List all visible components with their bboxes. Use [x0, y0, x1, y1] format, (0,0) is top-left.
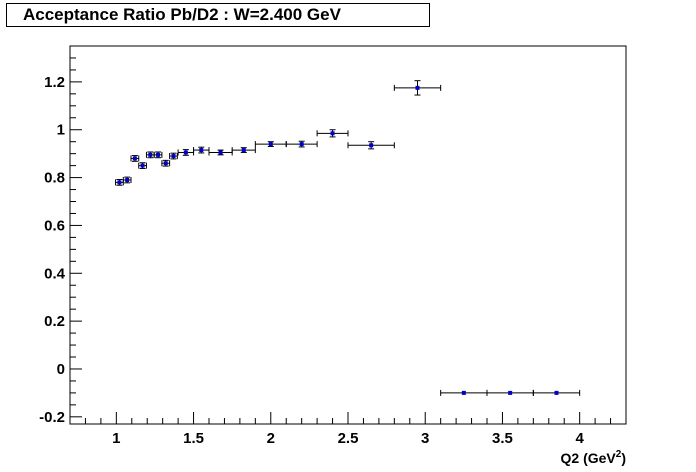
point-marker	[299, 142, 304, 147]
chart-title: Acceptance Ratio Pb/D2 : W=2.400 GeV	[23, 5, 341, 24]
point-marker	[140, 163, 145, 168]
point-marker	[156, 152, 161, 157]
data-point	[122, 176, 132, 184]
data-point	[440, 389, 488, 396]
y-tick-label: -0.2	[39, 409, 65, 426]
data-point	[138, 162, 147, 169]
y-tick-label: 0.2	[44, 313, 65, 330]
point-marker	[163, 161, 168, 166]
y-tick-label: 0	[57, 361, 65, 378]
plot-frame	[69, 45, 627, 425]
data-point	[169, 152, 178, 160]
point-marker	[183, 150, 188, 155]
x-tick-label: 3.5	[492, 430, 513, 447]
data-point	[130, 155, 140, 162]
point-marker	[554, 390, 559, 395]
data-point	[231, 147, 256, 154]
point-marker	[369, 143, 374, 148]
point-marker	[148, 152, 153, 157]
point-marker	[330, 131, 335, 136]
point-marker	[508, 390, 513, 395]
data-point	[153, 151, 163, 159]
x-tick-label: 3	[421, 430, 429, 447]
x-tick-label: 1.5	[183, 430, 204, 447]
point-marker	[171, 154, 176, 159]
point-marker	[461, 390, 466, 395]
data-point	[532, 389, 581, 396]
data-point	[208, 149, 233, 156]
chart-title-box: Acceptance Ratio Pb/D2 : W=2.400 GeV	[6, 3, 430, 27]
point-marker	[117, 180, 122, 185]
x-tick-label: 4	[575, 430, 584, 447]
data-point	[177, 149, 195, 156]
y-tick-label: 1	[57, 122, 65, 139]
point-marker	[241, 148, 246, 153]
data-point	[486, 389, 534, 396]
point-marker	[132, 156, 137, 161]
data-point	[115, 178, 124, 186]
y-tick-label: 0.6	[44, 217, 65, 234]
x-axis-label: Q2 (GeV2)	[561, 449, 626, 466]
point-marker	[268, 142, 273, 147]
y-tick-label: 0.4	[44, 265, 66, 282]
x-tick-label: 2	[267, 430, 275, 447]
x-tick-label: 1	[112, 430, 120, 447]
data-point	[161, 159, 171, 167]
point-marker	[415, 85, 420, 90]
data-point	[285, 140, 318, 148]
point-marker	[218, 150, 223, 155]
x-tick-label: 2.5	[338, 430, 359, 447]
data-point	[347, 141, 395, 150]
data-point	[145, 151, 155, 159]
data-point	[193, 146, 210, 154]
point-marker	[199, 148, 204, 153]
y-tick-label: 0.8	[44, 170, 65, 187]
data-point	[254, 141, 287, 148]
data-point	[316, 129, 349, 138]
y-tick-label: 1.2	[44, 74, 65, 91]
point-marker	[125, 177, 130, 182]
data-point	[393, 80, 442, 96]
